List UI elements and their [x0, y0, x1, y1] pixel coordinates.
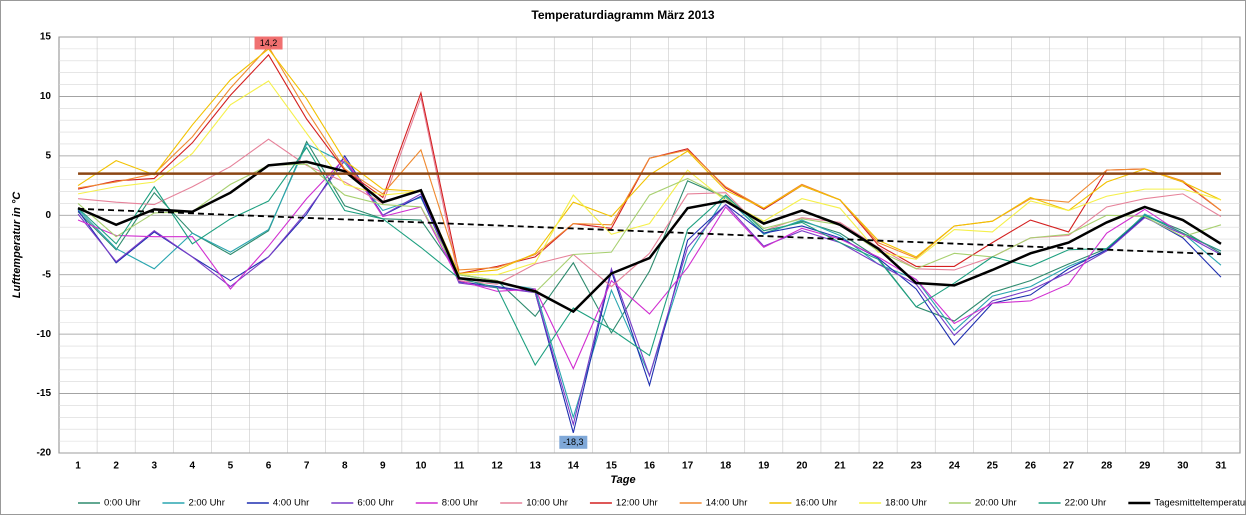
- legend-label: 8:00 Uhr: [442, 498, 478, 509]
- x-tick-label: 2: [113, 461, 119, 472]
- x-tick-label: 9: [380, 461, 386, 472]
- x-tick-label: 31: [1215, 461, 1227, 472]
- legend-label: 4:00 Uhr: [273, 498, 309, 509]
- legend-label: 12:00 Uhr: [616, 498, 658, 509]
- chart-title: Temperaturdiagramm März 2013: [531, 8, 715, 22]
- x-tick-label: 14: [568, 461, 580, 472]
- y-tick-label: -5: [42, 269, 51, 280]
- x-tick-label: 21: [834, 461, 846, 472]
- x-axis-label: Tage: [610, 474, 635, 486]
- x-tick-label: 16: [644, 461, 656, 472]
- series-line: [77, 157, 1222, 370]
- legend-label: 20:00 Uhr: [975, 498, 1017, 509]
- annotation-box: [559, 435, 588, 449]
- x-tick-label: 3: [151, 461, 157, 472]
- y-tick-label: -20: [37, 448, 52, 459]
- y-tick-label: -15: [37, 388, 52, 399]
- legend-label: 0:00 Uhr: [104, 498, 140, 509]
- legend-label: 10:00 Uhr: [526, 498, 568, 509]
- series-line: [77, 159, 1222, 427]
- x-tick-label: 27: [1063, 461, 1075, 472]
- x-tick-label: 4: [190, 461, 196, 472]
- x-tick-label: 28: [1101, 461, 1113, 472]
- series-line: [77, 80, 1222, 276]
- x-tick-label: 20: [796, 461, 808, 472]
- y-axis-label: Lufttemperatur in °C: [11, 191, 23, 299]
- legend-label: Tagesmitteltemperatur: [1154, 498, 1246, 509]
- legend-label: 18:00 Uhr: [885, 498, 927, 509]
- x-tick-label: 10: [415, 461, 427, 472]
- series-line: [77, 146, 1222, 367]
- x-tick-label: 13: [530, 461, 542, 472]
- annotation-label: -18,3: [563, 437, 584, 447]
- x-tick-label: 24: [949, 461, 961, 472]
- x-tick-label: 26: [1025, 461, 1037, 472]
- x-tick-label: 11: [454, 461, 465, 472]
- x-tick-label: 12: [492, 461, 504, 472]
- x-tick-label: 7: [304, 461, 310, 472]
- series-line: [77, 140, 1222, 335]
- series-line: [77, 160, 1222, 314]
- x-tick-label: 1: [75, 461, 81, 472]
- x-tick-label: 15: [606, 461, 618, 472]
- x-tick-label: 22: [873, 461, 885, 472]
- y-tick-label: 5: [45, 150, 51, 161]
- legend-label: 22:00 Uhr: [1065, 498, 1107, 509]
- x-tick-label: 5: [228, 461, 234, 472]
- x-tick-label: 23: [911, 461, 923, 472]
- y-tick-label: 15: [40, 32, 52, 43]
- x-tick-label: 30: [1177, 461, 1189, 472]
- y-tick-label: -10: [37, 329, 52, 340]
- x-tick-label: 17: [682, 461, 694, 472]
- y-tick-label: 10: [40, 91, 52, 102]
- x-tick-label: 18: [720, 461, 732, 472]
- legend-label: 16:00 Uhr: [795, 498, 837, 509]
- legend-label: 6:00 Uhr: [357, 498, 393, 509]
- annotation-label: 14,2: [260, 38, 278, 48]
- trendline: [78, 207, 1221, 256]
- x-tick-label: 29: [1139, 461, 1151, 472]
- legend-label: 2:00 Uhr: [188, 498, 224, 509]
- legend-label: 14:00 Uhr: [706, 498, 748, 509]
- annotation-box: [254, 36, 283, 50]
- x-tick-label: 8: [342, 461, 348, 472]
- x-tick-label: 19: [758, 461, 770, 472]
- x-tick-label: 25: [987, 461, 999, 472]
- x-tick-label: 6: [266, 461, 272, 472]
- y-tick-label: 0: [45, 210, 51, 221]
